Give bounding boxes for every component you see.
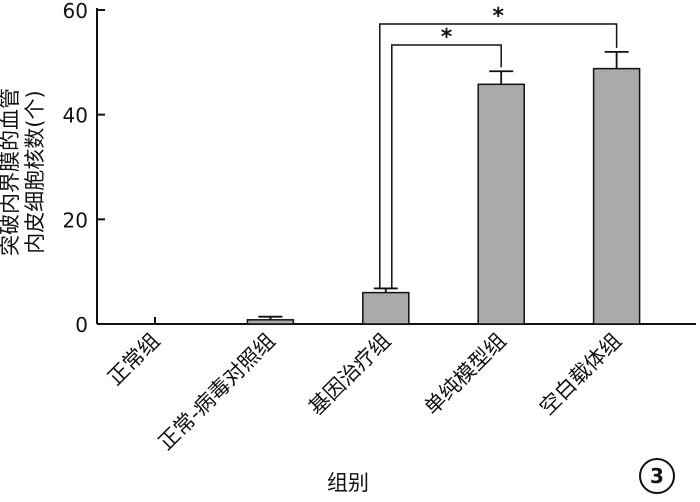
y-axis-title: 突破内界膜的血管 内皮细胞核数(个) <box>0 88 47 256</box>
bar <box>592 67 641 325</box>
panel-number: 3 <box>650 464 664 488</box>
x-category-label: 单纯模型组 <box>420 329 511 420</box>
significance-star: * <box>492 4 504 29</box>
y-tick-label: 0 <box>75 313 88 337</box>
panel-number-badge: 3 <box>639 458 675 494</box>
x-axis-title: 组别 <box>327 471 369 495</box>
y-tick-label: 60 <box>63 0 88 23</box>
significance-bracket <box>391 44 502 289</box>
y-tick-label: 20 <box>63 208 88 232</box>
y-axis-title-line: 内皮细胞核数(个) <box>23 90 47 253</box>
x-category-label: 正常-病毒对照组 <box>154 329 280 455</box>
bar <box>246 319 295 325</box>
y-axis-title-line: 突破内界膜的血管 <box>0 88 22 256</box>
y-tick-label: 40 <box>63 104 88 128</box>
significance-star: * <box>441 25 453 50</box>
significance-bracket <box>379 23 618 289</box>
error-bars <box>258 50 629 320</box>
bar <box>477 83 525 325</box>
significance-brackets: ** <box>379 4 618 289</box>
panel-number-circle <box>639 458 675 494</box>
x-category-label: 空白载体组 <box>535 329 626 420</box>
bars <box>154 67 641 325</box>
bar <box>362 291 410 325</box>
x-category-label: 基因治疗组 <box>304 329 395 420</box>
x-category-label: 正常组 <box>103 329 165 391</box>
